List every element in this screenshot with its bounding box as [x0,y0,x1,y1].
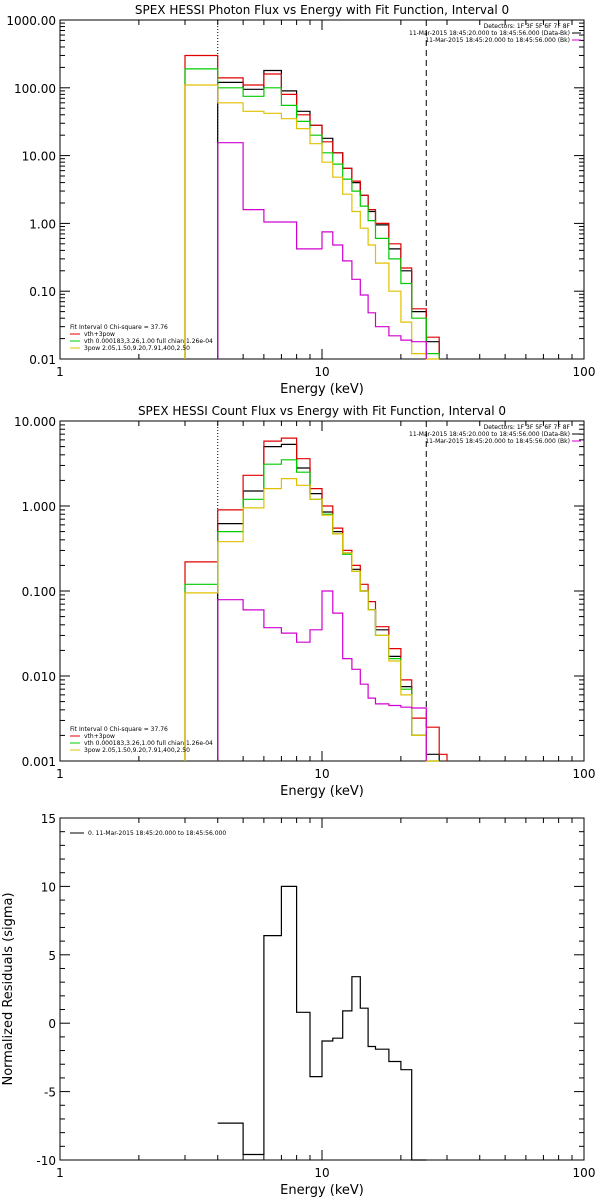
series-line-1 [217,69,440,359]
series-line-1 [217,885,427,1161]
legend-fit-entry: vth+3pow [84,733,115,740]
chart-title: SPEX HESSI Photon Flux vs Energy with Fi… [135,3,509,17]
legend-top-entry: 11-Mar-2015 18:45:20.000 to 18:45:56.000… [409,431,570,438]
y-tick-label: -5 [44,1086,56,1100]
x-axis-label: Energy (keV) [280,382,364,397]
legend-top-entry: 11-Mar-2015 18:45:20.000 to 18:45:56.000… [425,37,570,44]
x-axis-label: Energy (keV) [280,784,364,799]
legend-top-entry: 0. 11-Mar-2015 18:45:20.000 to 18:45:56.… [88,830,226,837]
x-tick-label: 100 [573,365,596,379]
legend-fit-entry: vth 0.000183,3.26,1.00 full chian 1.26e-… [84,740,213,747]
series-line-1 [217,443,440,761]
y-tick-label: 10.00 [22,150,56,164]
series-line-4 [184,84,440,360]
y-axis-label: Normalized Residuals (sigma) [1,892,16,1085]
legend-top-entry: Detectors: 1F 3F 5F 6F 7F 8F [484,23,571,30]
x-tick-label: 100 [573,767,596,781]
series-line-5 [217,142,427,359]
x-tick-label: 1 [56,1166,64,1180]
y-tick-label: 10 [41,880,56,894]
x-tick-label: 10 [314,365,329,379]
y-tick-label: 0.001 [22,755,56,769]
y-tick-label: 0.01 [29,353,56,367]
series-line-5 [217,590,427,761]
legend-fit-entry: 3pow 2.05,1.50,9.20,7.91,400,2.50 [84,747,190,754]
legend-top-entry: 11-Mar-2015 18:45:20.000 to 18:45:56.000… [425,438,570,445]
y-tick-label: 1.00 [29,217,56,231]
y-tick-label: -10 [36,1154,56,1168]
series-line-4 [184,478,440,762]
chart-panel-2: SPEX HESSI Count Flux vs Energy with Fit… [14,404,595,799]
chart-title: SPEX HESSI Count Flux vs Energy with Fit… [138,404,506,418]
x-tick-label: 10 [314,1166,329,1180]
chart-panel-3: 1 10 100 Energy (keV) -10 -5 0 5 10 15 Normalized … [1,812,595,1198]
x-tick-label: 1 [56,767,64,781]
y-tick-label: 15 [41,812,56,826]
legend-fit-entry: vth+3pow [84,331,115,338]
chart-panel-1: SPEX HESSI Photon Flux vs Energy with Fi… [6,3,595,397]
legend-fit-entry: Fit Interval 0 Chi-square = 37.76 [70,726,168,733]
series-line-3 [184,459,440,762]
y-tick-label: 5 [48,949,56,963]
legend-fit-entry: 3pow 2.05,1.50,9.20,7.91,400,2.50 [84,345,190,352]
y-tick-label: 0.100 [22,585,56,599]
legend-top-entry: Detectors: 1F 3F 5F 6F 7F 8F [484,424,571,431]
x-tick-label: 100 [573,1166,596,1180]
x-tick-label: 10 [314,767,329,781]
y-tick-label: 0 [48,1017,56,1031]
y-tick-label: 100.00 [14,82,56,96]
y-tick-label: 1000.00 [6,14,56,28]
legend-top-entry: 11-Mar-2015 18:45:20.000 to 18:45:56.000… [409,30,570,37]
y-tick-label: 0.010 [22,670,56,684]
legend-fit-entry: Fit Interval 0 Chi-square = 37.76 [70,324,168,331]
y-tick-label: 1.000 [22,500,56,514]
y-tick-label: 10.000 [14,415,56,429]
plot-frame [59,19,585,360]
series-line-3 [184,68,440,359]
x-tick-label: 1 [56,365,64,379]
x-axis-label: Energy (keV) [280,1183,364,1198]
plot-frame [59,817,585,1161]
y-tick-label: 0.10 [29,285,56,299]
legend-fit-entry: vth 0.000183,3.26,1.00 full chian 1.26e-… [84,338,213,345]
